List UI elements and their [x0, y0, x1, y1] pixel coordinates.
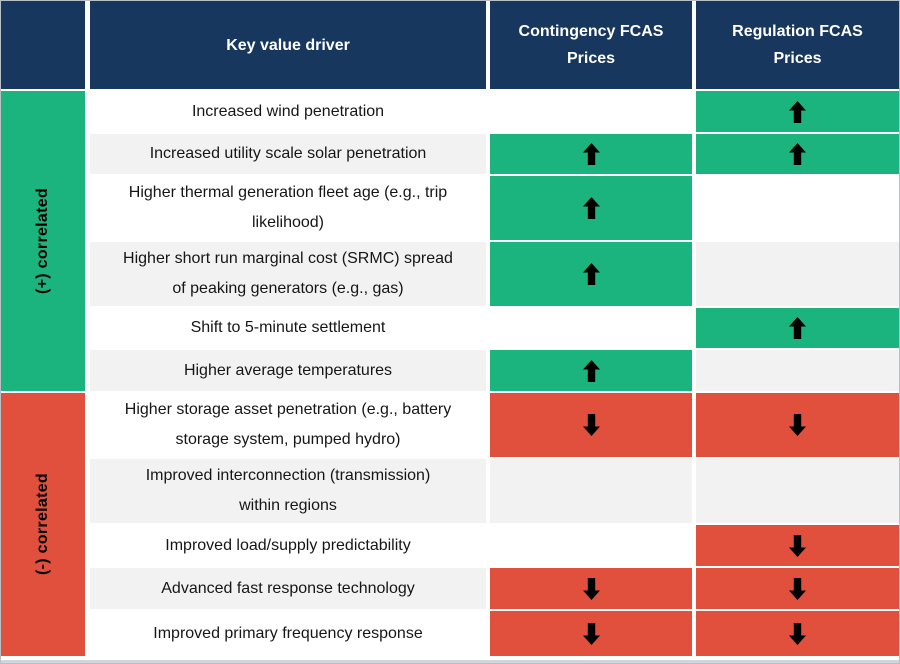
up-arrow-icon	[582, 197, 600, 219]
down-arrow-icon	[789, 414, 806, 436]
contingency-cell	[490, 91, 692, 132]
down-arrow-icon	[582, 577, 600, 600]
regulation-cell	[696, 91, 899, 132]
col-header-key-value-driver: Key value driver	[90, 1, 486, 89]
down-arrow-icon	[789, 534, 806, 557]
regulation-cell	[696, 393, 899, 457]
driver-cell: Higher thermal generation fleet age (e.g…	[90, 176, 486, 240]
down-arrow-icon	[582, 622, 600, 645]
contingency-cell	[490, 393, 692, 457]
driver-cell: Advanced fast response technology	[90, 568, 486, 609]
driver-cell: Higher average temperatures	[90, 350, 486, 391]
contingency-cell	[490, 568, 692, 609]
driver-cell: Improved primary frequency response	[90, 611, 486, 656]
driver-cell: Increased utility scale solar penetratio…	[90, 134, 486, 174]
bottom-margin-strip	[1, 656, 899, 663]
regulation-cell	[696, 459, 899, 523]
driver-cell: Shift to 5-minute settlement	[90, 308, 486, 348]
down-arrow-icon	[582, 414, 600, 436]
contingency-cell	[490, 611, 692, 656]
driver-cell: Higher storage asset penetration (e.g., …	[90, 393, 486, 457]
contingency-cell	[490, 176, 692, 240]
driver-cell: Increased wind penetration	[90, 91, 486, 132]
driver-cell: Improved load/supply predictability	[90, 525, 486, 566]
down-arrow-icon	[789, 622, 806, 645]
driver-cell: Improved interconnection (transmission) …	[90, 459, 486, 523]
group-label-negative-correlated: (-) correlated	[1, 393, 85, 656]
regulation-cell	[696, 176, 899, 240]
regulation-cell	[696, 134, 899, 174]
down-arrow-icon	[789, 577, 806, 600]
contingency-cell	[490, 459, 692, 523]
corner-cell	[1, 1, 85, 89]
up-arrow-icon	[582, 359, 600, 382]
regulation-cell	[696, 308, 899, 348]
contingency-cell	[490, 350, 692, 391]
driver-cell: Higher short run marginal cost (SRMC) sp…	[90, 242, 486, 306]
up-arrow-icon	[582, 263, 600, 285]
up-arrow-icon	[789, 143, 806, 165]
contingency-cell	[490, 134, 692, 174]
col-header-contingency-fcas: Contingency FCAS Prices	[490, 1, 692, 89]
regulation-cell	[696, 568, 899, 609]
up-arrow-icon	[789, 317, 806, 339]
contingency-cell	[490, 308, 692, 348]
contingency-cell	[490, 525, 692, 566]
contingency-cell	[490, 242, 692, 306]
regulation-cell	[696, 242, 899, 306]
regulation-cell	[696, 611, 899, 656]
group-label-positive-correlated: (+) correlated	[1, 91, 85, 391]
col-header-regulation-fcas: Regulation FCAS Prices	[696, 1, 899, 89]
up-arrow-icon	[582, 143, 600, 165]
up-arrow-icon	[789, 100, 806, 123]
regulation-cell	[696, 350, 899, 391]
regulation-cell	[696, 525, 899, 566]
